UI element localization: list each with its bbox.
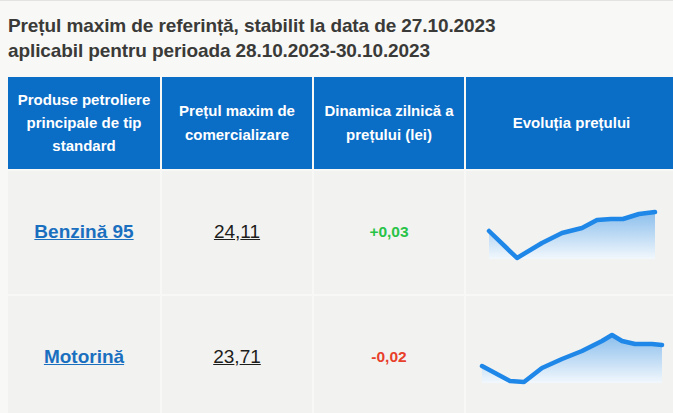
price-trend-sparkline-benzina — [489, 206, 655, 259]
price-change-motorina: -0,02 — [371, 348, 406, 366]
price-change-benzina: +0,03 — [369, 223, 408, 241]
page-title-line2: aplicabil pentru perioada 28.10.2023-30.… — [8, 40, 430, 61]
header-daily-dynamic: Dinamica zilnică a prețului (lei) — [314, 77, 464, 169]
header-max-price: Prețul maxim de comercializare — [162, 77, 312, 169]
header-price-evolution: Evoluția prețului — [466, 77, 673, 169]
price-trend-sparkline-motorina — [482, 331, 662, 383]
price-value-benzina[interactable]: 24,11 — [214, 221, 260, 243]
table-row-motorina-dynamic-cell: -0,02 — [314, 296, 464, 413]
product-link-motorina[interactable]: Motorină — [44, 346, 124, 368]
page-title: Prețul maxim de referință, stabilit la d… — [8, 13, 508, 64]
table-row-benzina-product-cell: Benzină 95 — [8, 171, 160, 294]
table-row-motorina-evolution-cell — [466, 296, 673, 413]
table-row-motorina-price-cell: 23,71 — [162, 296, 312, 413]
table-row-benzina-dynamic-cell: +0,03 — [314, 171, 464, 294]
price-value-motorina[interactable]: 23,71 — [213, 346, 261, 368]
table-row-benzina-evolution-cell — [466, 171, 673, 294]
price-decimals: 71 — [240, 346, 261, 367]
product-link-benzina-95[interactable]: Benzină 95 — [34, 221, 133, 243]
price-whole: 24 — [214, 221, 235, 242]
table-row-motorina-product-cell: Motorină — [8, 296, 160, 413]
header-products: Produse petroliere principale de tip sta… — [8, 77, 160, 169]
table-row-benzina-price-cell: 24,11 — [162, 171, 312, 294]
page-title-line1: Prețul maxim de referință, stabilit la d… — [8, 15, 495, 36]
price-whole: 23 — [213, 346, 234, 367]
fuel-price-table: Produse petroliere principale de tip sta… — [8, 77, 673, 413]
price-decimals: 11 — [240, 221, 260, 242]
